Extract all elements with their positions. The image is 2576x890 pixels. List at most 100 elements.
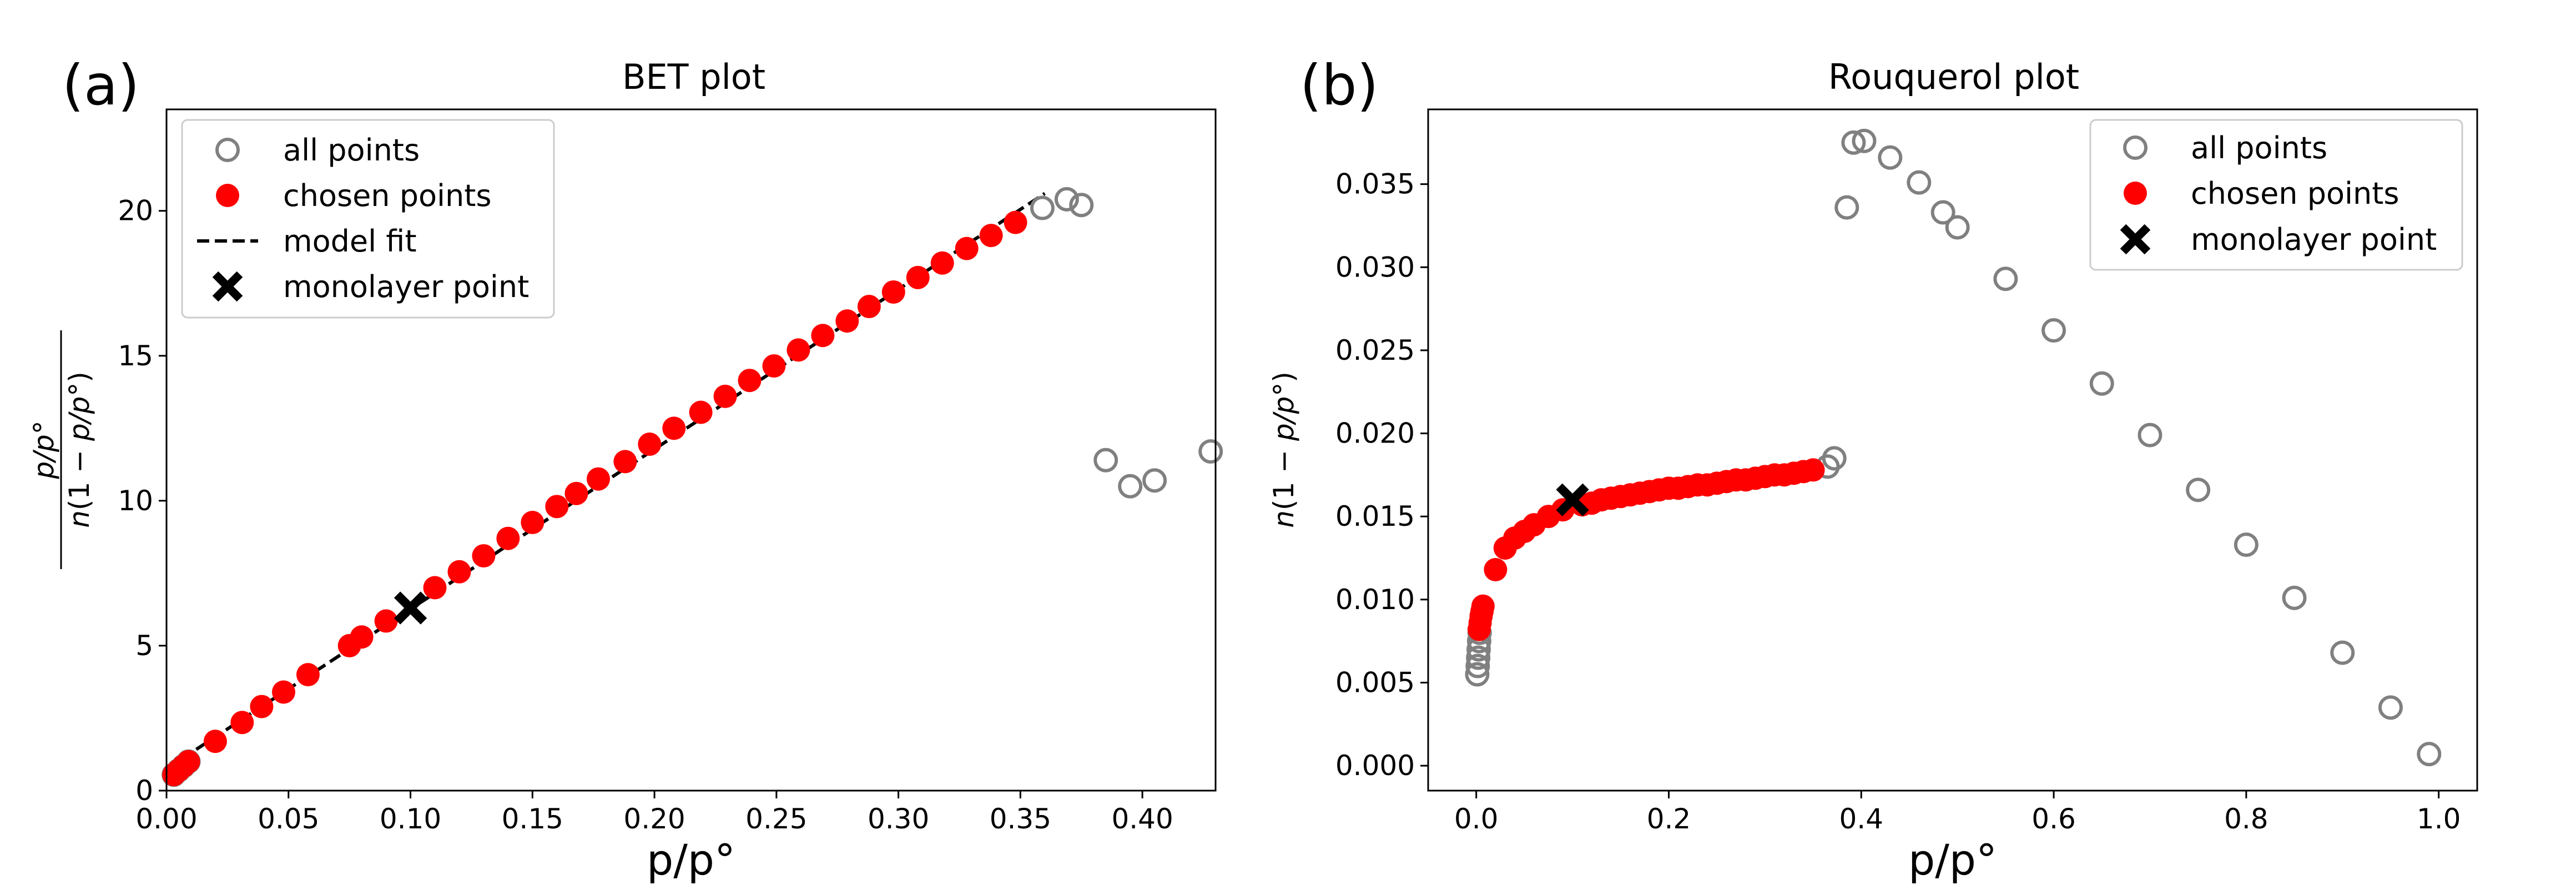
rouquerol-x-tick-label: 1.0 xyxy=(2417,803,2461,835)
rouquerol-all-point xyxy=(2041,318,2066,343)
rouquerol-all-point xyxy=(1841,130,1866,155)
bet-legend-all-points: all points xyxy=(283,133,420,168)
rouquerol-legend-monolayer-point: monolayer point xyxy=(2191,222,2437,257)
rouquerol-all-point xyxy=(1465,662,1490,687)
rouquerol-all-point xyxy=(1993,267,2018,291)
bet-legend-model-fit: model fit xyxy=(283,224,417,259)
rouquerol-x-ticks: 0.0 0.2 0.4 0.6 0.8 1.0 xyxy=(1454,791,2461,835)
rouquerol-all-point xyxy=(1878,145,1903,170)
bet-chosen-point xyxy=(230,711,254,735)
rouquerol-y-tick-label: 0.020 xyxy=(1335,418,1415,450)
bet-x-tick-label: 0.20 xyxy=(623,803,685,835)
rouquerol-y-tick-label: 0.005 xyxy=(1335,666,1415,698)
bet-chosen-point xyxy=(689,400,713,424)
bet-monolayer-point xyxy=(394,591,427,625)
bet-chosen-point xyxy=(762,354,786,378)
bet-chosen-point xyxy=(979,224,1003,248)
rouquerol-x-tick-label: 0.2 xyxy=(1647,803,1691,835)
rouquerol-all-point xyxy=(1945,215,1970,240)
bet-all-point xyxy=(1093,447,1118,472)
bet-chosen-point xyxy=(930,251,954,275)
rouquerol-y-ticks: 0.000 0.005 0.010 0.015 0.020 0.025 0.030 0.035 xyxy=(1335,168,1428,782)
rouquerol-all-point xyxy=(1822,446,1847,471)
bet-plot-title: BET plot xyxy=(622,57,765,97)
rouquerol-legend-monolayer-marker xyxy=(2120,224,2151,255)
bet-chosen-point xyxy=(250,695,274,718)
bet-legend-box xyxy=(181,119,555,319)
bet-chosen-point xyxy=(713,384,737,408)
bet-all-point xyxy=(1118,474,1143,499)
rouquerol-y-tick-label: 0.025 xyxy=(1335,334,1415,366)
bet-y-label-numerator: p/p° xyxy=(28,420,60,479)
bet-x-tick-label: 0.25 xyxy=(745,803,807,835)
rouquerol-plot-panel: (b) Rouquerol plot 0.0000.0050.0100.0150… xyxy=(1268,53,2478,884)
bet-chosen-point xyxy=(857,295,881,319)
rouquerol-legend-all-points: all points xyxy=(2191,130,2327,165)
bet-y-axis-label: p/p° n(1 − p/p°) xyxy=(28,330,95,569)
rouquerol-all-point xyxy=(1834,195,1859,220)
bet-chosen-point xyxy=(835,309,859,333)
bet-legend-monolayer-marker xyxy=(212,271,243,302)
rouquerol-all-point xyxy=(2138,423,2162,447)
bet-chosen-point xyxy=(613,450,637,474)
bet-chosen-point xyxy=(545,495,569,519)
bet-chosen-point xyxy=(906,265,930,289)
rouquerol-x-tick-label: 0.6 xyxy=(2031,803,2076,835)
rouquerol-y-axis-label: n(1 − p/p°) xyxy=(1268,371,1300,528)
rouquerol-y-tick-label: 0.035 xyxy=(1335,168,1415,200)
rouquerol-x-tick-label: 0.4 xyxy=(1839,803,1884,835)
bet-legend-monolayer-point: monolayer point xyxy=(283,269,529,304)
bet-x-axis-label: p/p° xyxy=(647,835,735,884)
bet-x-tick-label: 0.15 xyxy=(502,803,563,835)
rouquerol-legend-chosen-points-marker xyxy=(2124,182,2147,205)
rouquerol-all-point xyxy=(2186,477,2211,502)
bet-x-tick-label: 0.40 xyxy=(1111,803,1173,835)
rouquerol-legend: all points chosen points monolayer point xyxy=(2089,119,2463,271)
rouquerol-legend-box xyxy=(2089,119,2463,271)
rouquerol-chosen-point xyxy=(1484,557,1508,581)
rouquerol-all-point xyxy=(1466,645,1491,670)
rouquerol-x-axis-label: p/p° xyxy=(1908,835,1997,884)
bet-x-ticks: 0.00 0.05 0.10 0.15 0.20 0.25 0.30 0.35 0.40 xyxy=(135,791,1173,835)
bet-chosen-point xyxy=(296,663,320,687)
bet-x-tick-label: 0.30 xyxy=(868,803,929,835)
rouquerol-all-point xyxy=(2330,640,2355,665)
bet-all-point xyxy=(1030,195,1055,220)
bet-chosen-point xyxy=(177,750,200,773)
bet-chosen-point xyxy=(271,680,295,704)
bet-x-tick-label: 0.05 xyxy=(258,803,319,835)
rouquerol-all-point xyxy=(2234,532,2259,557)
bet-chosen-point xyxy=(564,481,588,505)
bet-chosen-point xyxy=(787,338,810,362)
bet-y-tick-label: 10 xyxy=(118,485,153,517)
bet-x-tick-label: 0.35 xyxy=(990,803,1051,835)
panel-a-label: (a) xyxy=(62,53,139,118)
bet-all-point xyxy=(1054,187,1079,212)
rouquerol-all-point xyxy=(1465,653,1490,678)
bet-y-tick-label: 15 xyxy=(118,340,153,372)
rouquerol-monolayer-point xyxy=(1556,483,1589,516)
rouquerol-all-point xyxy=(2378,695,2403,720)
bet-chosen-point xyxy=(1004,210,1027,234)
rouquerol-plot-frame xyxy=(1427,108,2478,792)
bet-y-tick-label: 5 xyxy=(135,630,153,662)
bet-chosen-point xyxy=(638,433,662,456)
bet-y-ticks: 0 5 10 15 20 xyxy=(118,195,167,807)
bet-chosen-point xyxy=(203,730,227,753)
bet-legend: all points chosen points model fit monol… xyxy=(181,119,555,319)
bet-chosen-point xyxy=(881,280,905,304)
bet-chosen-point xyxy=(374,609,398,633)
bet-y-tick-label: 0 xyxy=(135,775,153,807)
bet-legend-chosen-points-marker xyxy=(216,184,239,207)
bet-plot-data xyxy=(162,187,1223,787)
rouquerol-y-tick-label: 0.010 xyxy=(1335,584,1415,616)
rouquerol-all-point xyxy=(1907,170,1932,195)
bet-legend-all-points-marker xyxy=(215,138,240,162)
bet-chosen-point xyxy=(447,560,471,584)
rouquerol-y-tick-label: 0.015 xyxy=(1335,500,1415,532)
bet-chosen-point xyxy=(955,237,979,260)
bet-plot-frame xyxy=(165,108,1217,792)
rouquerol-plot-title: Rouquerol plot xyxy=(1828,57,2079,97)
